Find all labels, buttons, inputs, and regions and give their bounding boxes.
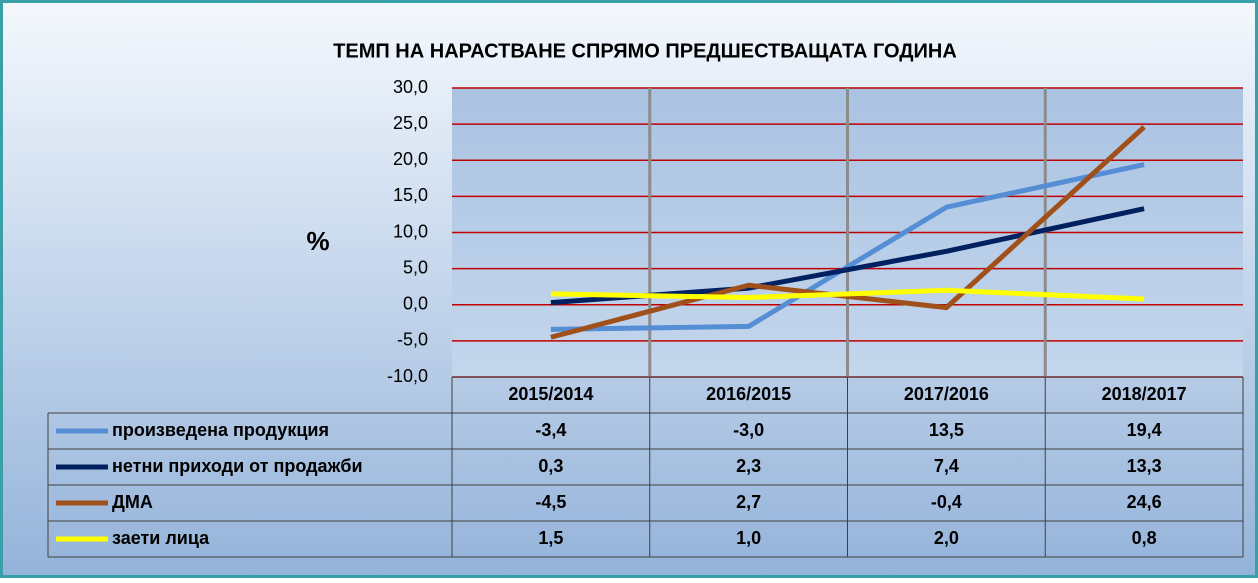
table-value: -4,5	[535, 492, 566, 512]
x-tick-label: 2015/2014	[508, 384, 593, 404]
table-value: 13,3	[1127, 456, 1162, 476]
legend-label: ДМА	[112, 492, 153, 512]
x-tick-label: 2017/2016	[904, 384, 989, 404]
table-value: 7,4	[934, 456, 959, 476]
legend-label: заети лица	[112, 528, 210, 548]
y-tick-label: 25,0	[393, 113, 428, 133]
y-tick-label: 5,0	[403, 257, 428, 277]
table-value: 2,0	[934, 528, 959, 548]
table-value: 1,5	[538, 528, 563, 548]
y-tick-label: 10,0	[393, 221, 428, 241]
y-tick-label: -10,0	[387, 366, 428, 386]
legend-label: нетни приходи от продажби	[112, 456, 363, 476]
series-line	[550, 162, 1145, 332]
x-tick-label: 2016/2015	[706, 384, 791, 404]
series-line	[550, 287, 1145, 302]
table-value: 24,6	[1127, 492, 1162, 512]
table-value: 19,4	[1127, 420, 1162, 440]
legend-label: произведена продукция	[112, 420, 329, 440]
table-value: 13,5	[929, 420, 964, 440]
table-value: 0,8	[1132, 528, 1157, 548]
table-value: -3,0	[733, 420, 764, 440]
table-value: 2,7	[736, 492, 761, 512]
table-value: 0,3	[538, 456, 563, 476]
table-value: -0,4	[931, 492, 962, 512]
y-tick-label: 0,0	[403, 294, 428, 314]
y-tick-label: 15,0	[393, 185, 428, 205]
x-tick-label: 2018/2017	[1102, 384, 1187, 404]
y-tick-label: 20,0	[393, 149, 428, 169]
table-value: -3,4	[535, 420, 566, 440]
y-axis-label: %	[306, 226, 329, 256]
table-value: 1,0	[736, 528, 761, 548]
table-value: 2,3	[736, 456, 761, 476]
y-tick-label: 30,0	[393, 77, 428, 97]
chart-title: ТЕМП НА НАРАСТВАНЕ СПРЯМО ПРЕДШЕСТВАЩАТА…	[333, 40, 957, 62]
y-tick-label: -5,0	[397, 330, 428, 350]
series-line	[550, 125, 1146, 340]
